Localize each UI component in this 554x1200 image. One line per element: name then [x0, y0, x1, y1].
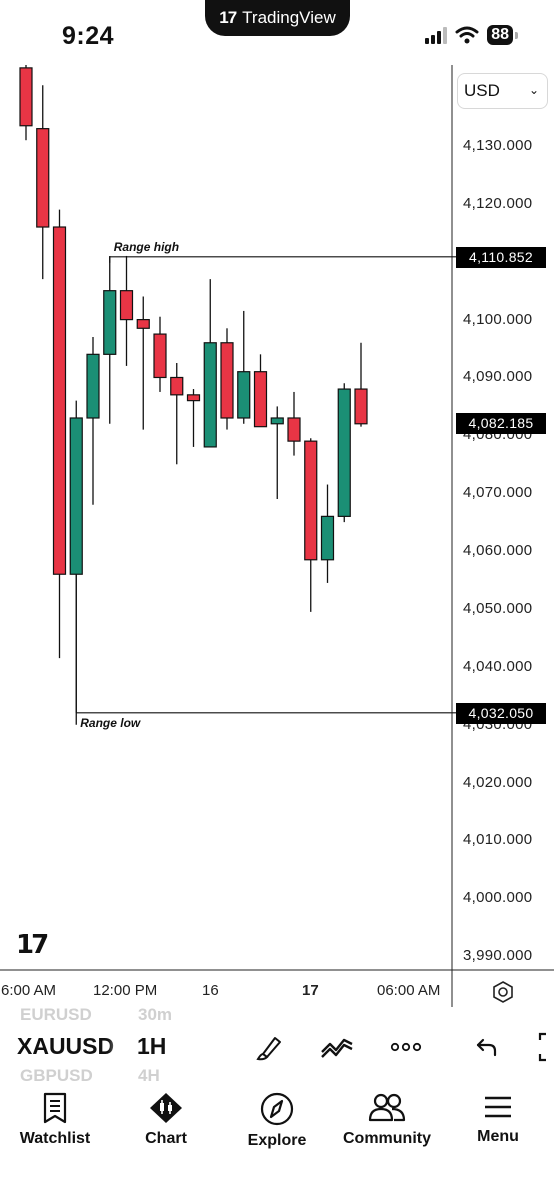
chart-settings-icon[interactable] [490, 979, 516, 1005]
status-time: 9:24 [62, 22, 115, 50]
app-pill: 17 TradingView [205, 0, 350, 36]
candle-down[interactable] [170, 376, 184, 396]
price-axis-label: 4,120.000 [463, 194, 533, 212]
price-axis-label: 3,990.000 [463, 947, 533, 965]
nav-label: Watchlist [19, 1130, 91, 1147]
chart-icon [150, 1093, 182, 1123]
symbol-picker-prev: EURUSD [20, 1005, 92, 1024]
time-label: 06:00 AM [377, 982, 441, 999]
price-axis-label: 4,010.000 [463, 831, 533, 849]
battery-icon: 88 [487, 25, 518, 45]
chevron-down-icon: ⌄ [528, 83, 539, 97]
currency-select[interactable]: USD ⌄ [457, 73, 548, 109]
cellular-signal-icon [425, 26, 448, 44]
range-high-price-tag: 4,110.852 [456, 246, 546, 268]
candle-down[interactable] [304, 440, 318, 561]
drawing-tools-button[interactable] [253, 1030, 287, 1064]
candle-up[interactable] [69, 417, 83, 575]
candle-up[interactable] [86, 353, 100, 419]
time-label: 6:00 AM [1, 982, 57, 999]
price-axis-label: 4,040.000 [463, 657, 533, 675]
symbol-button[interactable]: XAUUSD [17, 1033, 115, 1059]
nav-chart[interactable]: Chart [111, 1088, 221, 1158]
undo-button[interactable] [470, 1030, 504, 1064]
nav-label: Chart [145, 1130, 187, 1147]
symbol-picker-next: GBPUSD [20, 1066, 93, 1085]
price-axis-label: 4,020.000 [463, 773, 533, 791]
candle-down[interactable] [287, 417, 301, 442]
range-low-price-tag: 4,032.050 [456, 702, 546, 724]
more-button[interactable] [389, 1030, 423, 1064]
price-axis-label: 4,070.000 [463, 484, 533, 502]
brush-icon [256, 1037, 281, 1061]
price-axis-label: 4,090.000 [463, 368, 533, 386]
candle-down[interactable] [19, 67, 33, 127]
current-price-tag: 4,082.185 [456, 412, 546, 434]
candle-down[interactable] [186, 394, 201, 402]
nav-explore[interactable]: Explore [222, 1088, 332, 1158]
indicators-icon [321, 1038, 353, 1058]
fullscreen-button[interactable] [532, 1030, 554, 1064]
watchlist-icon [43, 1092, 67, 1124]
price-axis-label: 4,100.000 [463, 310, 533, 328]
candle-up[interactable] [320, 515, 335, 561]
price-axis-label: 4,060.000 [463, 542, 533, 560]
price-axis-label: 4,130.000 [463, 137, 533, 154]
currency-value: USD [464, 81, 500, 100]
candle-up[interactable] [103, 290, 117, 355]
menu-icon [485, 1096, 511, 1118]
range-high-label[interactable]: Range high [113, 239, 180, 254]
interval-button[interactable]: 1H [137, 1033, 167, 1059]
candle-up[interactable] [237, 371, 251, 419]
price-axis-label: 4,000.000 [463, 889, 533, 907]
nav-menu[interactable]: Menu [443, 1088, 553, 1158]
app-pill-label: TradingView [242, 8, 336, 27]
nav-label: Menu [477, 1128, 519, 1145]
tradingview-logo-icon: 17 [219, 8, 237, 27]
nav-label: Explore [247, 1132, 307, 1149]
candle-up[interactable] [337, 388, 351, 517]
compass-icon [260, 1092, 294, 1126]
interval-picker-next: 4H [138, 1066, 160, 1085]
price-axis-label: 4,050.000 [463, 599, 533, 617]
candle-down[interactable] [153, 333, 167, 379]
candle-down[interactable] [36, 128, 50, 228]
price-chart[interactable] [0, 0, 554, 1010]
status-icons: 88 [425, 25, 518, 45]
undo-icon [476, 1038, 497, 1057]
tradingview-watermark-icon: 17 [16, 930, 49, 960]
candle-up[interactable] [270, 417, 284, 425]
candle-down[interactable] [52, 226, 67, 575]
symbol-fade [108, 1030, 128, 1080]
wifi-icon [455, 26, 479, 44]
candle-down[interactable] [119, 290, 134, 321]
battery-level: 88 [487, 25, 513, 45]
community-icon [368, 1093, 406, 1122]
candle-down[interactable] [220, 342, 234, 419]
range-low-label[interactable]: Range low [80, 715, 141, 730]
more-icon [390, 1042, 422, 1052]
time-label: 16 [202, 982, 219, 999]
candle-down[interactable] [136, 319, 150, 329]
interval-picker-prev: 30m [138, 1005, 173, 1024]
candle-up[interactable] [203, 342, 217, 448]
time-label: 17 [302, 982, 319, 999]
nav-label: Community [343, 1130, 431, 1147]
bottom-nav: Watchlist Chart Explore Community [0, 1088, 554, 1200]
candle-down[interactable] [253, 371, 268, 428]
nav-watchlist[interactable]: Watchlist [0, 1088, 110, 1158]
nav-community[interactable]: Community [332, 1088, 442, 1158]
fullscreen-icon [538, 1032, 546, 1062]
indicators-button[interactable] [320, 1030, 354, 1064]
candle-down[interactable] [354, 388, 368, 425]
time-label: 12:00 PM [93, 982, 158, 999]
